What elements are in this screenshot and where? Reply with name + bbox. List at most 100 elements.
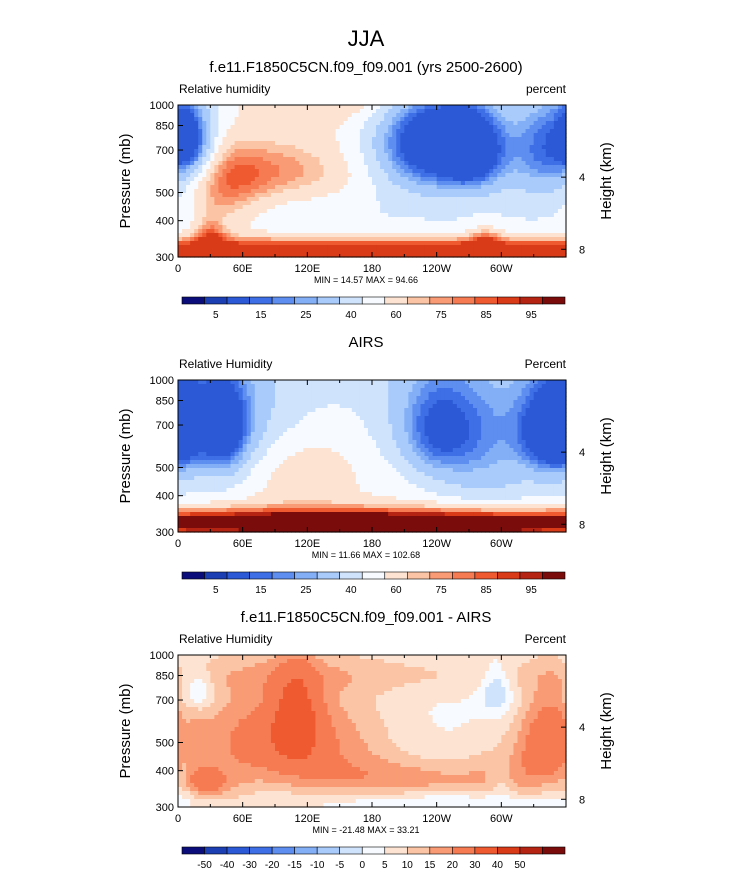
- contour-cell: [481, 173, 486, 178]
- contour-cell: [266, 189, 272, 194]
- contour-cell: [392, 233, 397, 238]
- contour-cell: [210, 225, 215, 230]
- contour-cell: [392, 193, 397, 198]
- contour-cell: [428, 145, 434, 150]
- y2-axis-label: Height (km): [598, 142, 615, 220]
- contour-cell: [315, 384, 321, 389]
- contour-cell: [210, 149, 215, 154]
- contour-cell: [246, 404, 252, 409]
- contour-cell: [246, 137, 252, 142]
- contour-cell: [242, 105, 248, 110]
- contour-cell: [250, 217, 256, 222]
- contour-cell: [234, 400, 240, 405]
- contour-cell: [432, 237, 438, 242]
- contour-cell: [275, 221, 280, 226]
- contour-cell: [198, 388, 203, 393]
- contour-cell: [432, 404, 438, 409]
- contour-cell: [525, 129, 531, 134]
- contour-cell: [372, 205, 377, 210]
- contour-cell: [396, 181, 401, 186]
- contour-cell: [444, 113, 450, 118]
- contour-cell: [178, 237, 183, 242]
- contour-cell: [428, 225, 434, 230]
- contour-cell: [424, 392, 430, 397]
- contour-cell: [501, 125, 506, 130]
- contour-cell: [505, 253, 511, 258]
- contour-cell: [351, 145, 357, 150]
- contour-cell: [372, 253, 377, 258]
- contour-cell: [270, 225, 276, 230]
- contour-cell: [279, 117, 284, 122]
- contour-cell: [545, 157, 551, 162]
- contour-cell: [521, 137, 527, 142]
- contour-cell: [444, 245, 450, 250]
- contour-cell: [238, 404, 244, 409]
- contour-cell: [404, 173, 409, 178]
- contour-cell: [339, 177, 345, 182]
- contour-cell: [222, 181, 228, 186]
- contour-cell: [303, 121, 308, 126]
- contour-cell: [513, 137, 519, 142]
- contour-cell: [246, 396, 252, 401]
- contour-cell: [384, 205, 389, 210]
- contour-cell: [262, 233, 268, 238]
- contour-cell: [497, 396, 502, 401]
- contour-cell: [525, 157, 531, 162]
- contour-cell: [400, 157, 405, 162]
- contour-cell: [250, 149, 256, 154]
- contour-cell: [258, 384, 264, 389]
- contour-cell: [436, 408, 442, 413]
- contour-cell: [533, 249, 539, 254]
- contour-cell: [198, 249, 203, 254]
- contour-cell: [178, 408, 183, 413]
- contour-cell: [323, 201, 329, 206]
- contour-cell: [206, 129, 211, 134]
- contour-cell: [323, 213, 329, 218]
- contour-cell: [460, 129, 466, 134]
- contour-cell: [327, 197, 333, 202]
- contour-cell: [343, 388, 349, 393]
- contour-cell: [363, 193, 369, 198]
- contour-cell: [469, 229, 474, 234]
- contour-cell: [469, 237, 474, 242]
- y-tick-label: 1000: [150, 100, 174, 112]
- contour-cell: [396, 121, 401, 126]
- contour-cell: [339, 125, 345, 130]
- contour-cell: [448, 125, 454, 130]
- contour-cell: [372, 165, 377, 170]
- contour-cell: [549, 109, 555, 114]
- contour-cell: [517, 408, 523, 413]
- contour-cell: [388, 137, 393, 142]
- contour-cell: [242, 201, 248, 206]
- contour-cell: [218, 165, 224, 170]
- contour-cell: [424, 141, 430, 146]
- contour-cell: [549, 197, 555, 202]
- contour-cell: [473, 428, 478, 433]
- contour-cell: [533, 193, 539, 198]
- contour-cell: [327, 105, 333, 110]
- contour-cell: [206, 205, 211, 210]
- contour-cell: [444, 396, 450, 401]
- contour-cell: [497, 229, 502, 234]
- contour-cell: [396, 249, 401, 254]
- contour-cell: [529, 384, 535, 389]
- contour-cell: [178, 173, 183, 178]
- contour-cell: [194, 125, 199, 130]
- contour-cell: [408, 213, 414, 218]
- contour-cell: [311, 416, 317, 421]
- contour-cell: [287, 245, 292, 250]
- contour-cell: [489, 117, 494, 122]
- contour-cell: [432, 157, 438, 162]
- contour-cell: [266, 396, 272, 401]
- contour-cell: [541, 177, 547, 182]
- contour-cell: [355, 245, 361, 250]
- contour-cell: [501, 161, 506, 166]
- contour-cell: [270, 105, 276, 110]
- contour-cell: [473, 396, 478, 401]
- contour-cell: [311, 137, 317, 142]
- contour-cell: [262, 137, 268, 142]
- contour-cell: [424, 169, 430, 174]
- contour-cell: [549, 408, 555, 413]
- contour-cell: [198, 408, 203, 413]
- contour-cell: [283, 400, 288, 405]
